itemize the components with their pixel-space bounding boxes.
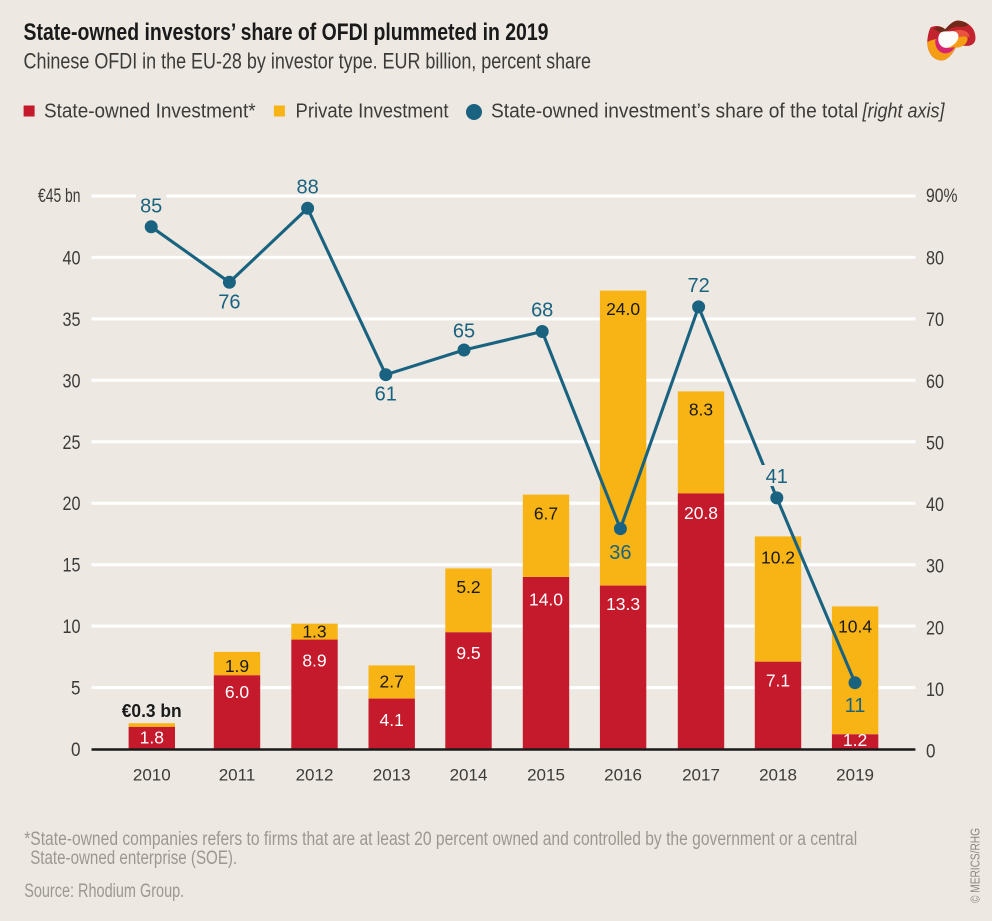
svg-text:90%: 90% [926,185,958,207]
svg-text:2012: 2012 [296,766,334,785]
svg-text:9.5: 9.5 [456,643,480,663]
svg-text:2015: 2015 [527,766,565,785]
svg-text:14.0: 14.0 [529,590,563,610]
svg-text:[right axis]: [right axis] [862,100,946,123]
svg-text:2013: 2013 [373,766,411,785]
svg-text:10: 10 [63,616,81,638]
svg-text:8.9: 8.9 [302,651,326,671]
svg-text:72: 72 [687,275,709,297]
svg-text:15: 15 [63,555,81,577]
svg-text:41: 41 [766,466,788,488]
svg-text:10.4: 10.4 [838,617,872,637]
svg-text:20: 20 [63,493,81,515]
svg-text:2017: 2017 [682,766,720,785]
svg-text:61: 61 [375,384,397,406]
svg-text:€45 bn: €45 bn [38,185,81,207]
svg-text:1.2: 1.2 [843,730,867,750]
svg-text:80: 80 [926,248,944,270]
svg-text:6.7: 6.7 [534,504,558,524]
svg-text:65: 65 [453,321,475,343]
svg-text:2010: 2010 [133,766,171,785]
svg-text:0: 0 [71,739,81,761]
svg-text:36: 36 [609,542,631,564]
svg-text:24.0: 24.0 [606,299,640,319]
svg-text:76: 76 [218,292,240,314]
svg-text:2011: 2011 [219,766,256,785]
svg-text:6.0: 6.0 [225,682,250,702]
svg-text:State-owned investors’ share o: State-owned investors’ share of OFDI plu… [24,19,549,46]
svg-text:2016: 2016 [604,766,642,785]
svg-text:Private Investment: Private Investment [296,100,449,123]
svg-text:88: 88 [296,177,318,199]
svg-text:State-owned investment’s share: State-owned investment’s share of the to… [491,100,858,123]
svg-text:7.1: 7.1 [766,671,790,691]
svg-text:8.3: 8.3 [689,400,713,420]
svg-text:5: 5 [71,678,81,700]
svg-text:State-owned enterprise (SOE).: State-owned enterprise (SOE). [30,848,237,869]
svg-text:1.3: 1.3 [302,622,326,642]
svg-text:20.8: 20.8 [684,503,718,523]
svg-text:*State-owned companies refers: *State-owned companies refers to firms t… [24,829,857,850]
svg-text:25: 25 [63,432,81,454]
svg-text:40: 40 [63,247,81,269]
svg-text:2.7: 2.7 [380,672,404,692]
svg-text:10.2: 10.2 [761,548,795,568]
svg-text:85: 85 [140,196,162,218]
svg-text:60: 60 [926,371,944,393]
svg-text:5.2: 5.2 [456,577,480,597]
svg-text:20: 20 [926,617,944,639]
svg-text:2018: 2018 [759,766,797,785]
svg-text:68: 68 [531,300,553,322]
svg-text:2019: 2019 [836,766,874,785]
svg-text:30: 30 [926,556,944,578]
svg-text:State-owned Investment*: State-owned Investment* [44,100,256,123]
svg-text:Chinese OFDI in the EU-28 by i: Chinese OFDI in the EU-28 by investor ty… [24,49,592,74]
svg-text:© MERICS/RHG: © MERICS/RHG [968,828,983,903]
svg-text:4.1: 4.1 [380,710,404,730]
svg-text:1.9: 1.9 [225,656,249,676]
svg-text:1.8: 1.8 [140,728,164,748]
svg-text:35: 35 [63,309,81,331]
svg-text:13.3: 13.3 [606,594,640,614]
svg-text:2014: 2014 [450,766,488,785]
svg-text:0: 0 [926,741,936,763]
svg-text:40: 40 [926,494,944,516]
svg-text:70: 70 [926,309,944,331]
svg-text:11: 11 [845,695,866,717]
svg-text:10: 10 [926,679,944,701]
svg-text:€0.3 bn: €0.3 bn [122,701,182,721]
svg-text:Source: Rhodium Group.: Source: Rhodium Group. [24,881,184,902]
svg-text:50: 50 [926,432,944,454]
svg-text:30: 30 [63,370,81,392]
